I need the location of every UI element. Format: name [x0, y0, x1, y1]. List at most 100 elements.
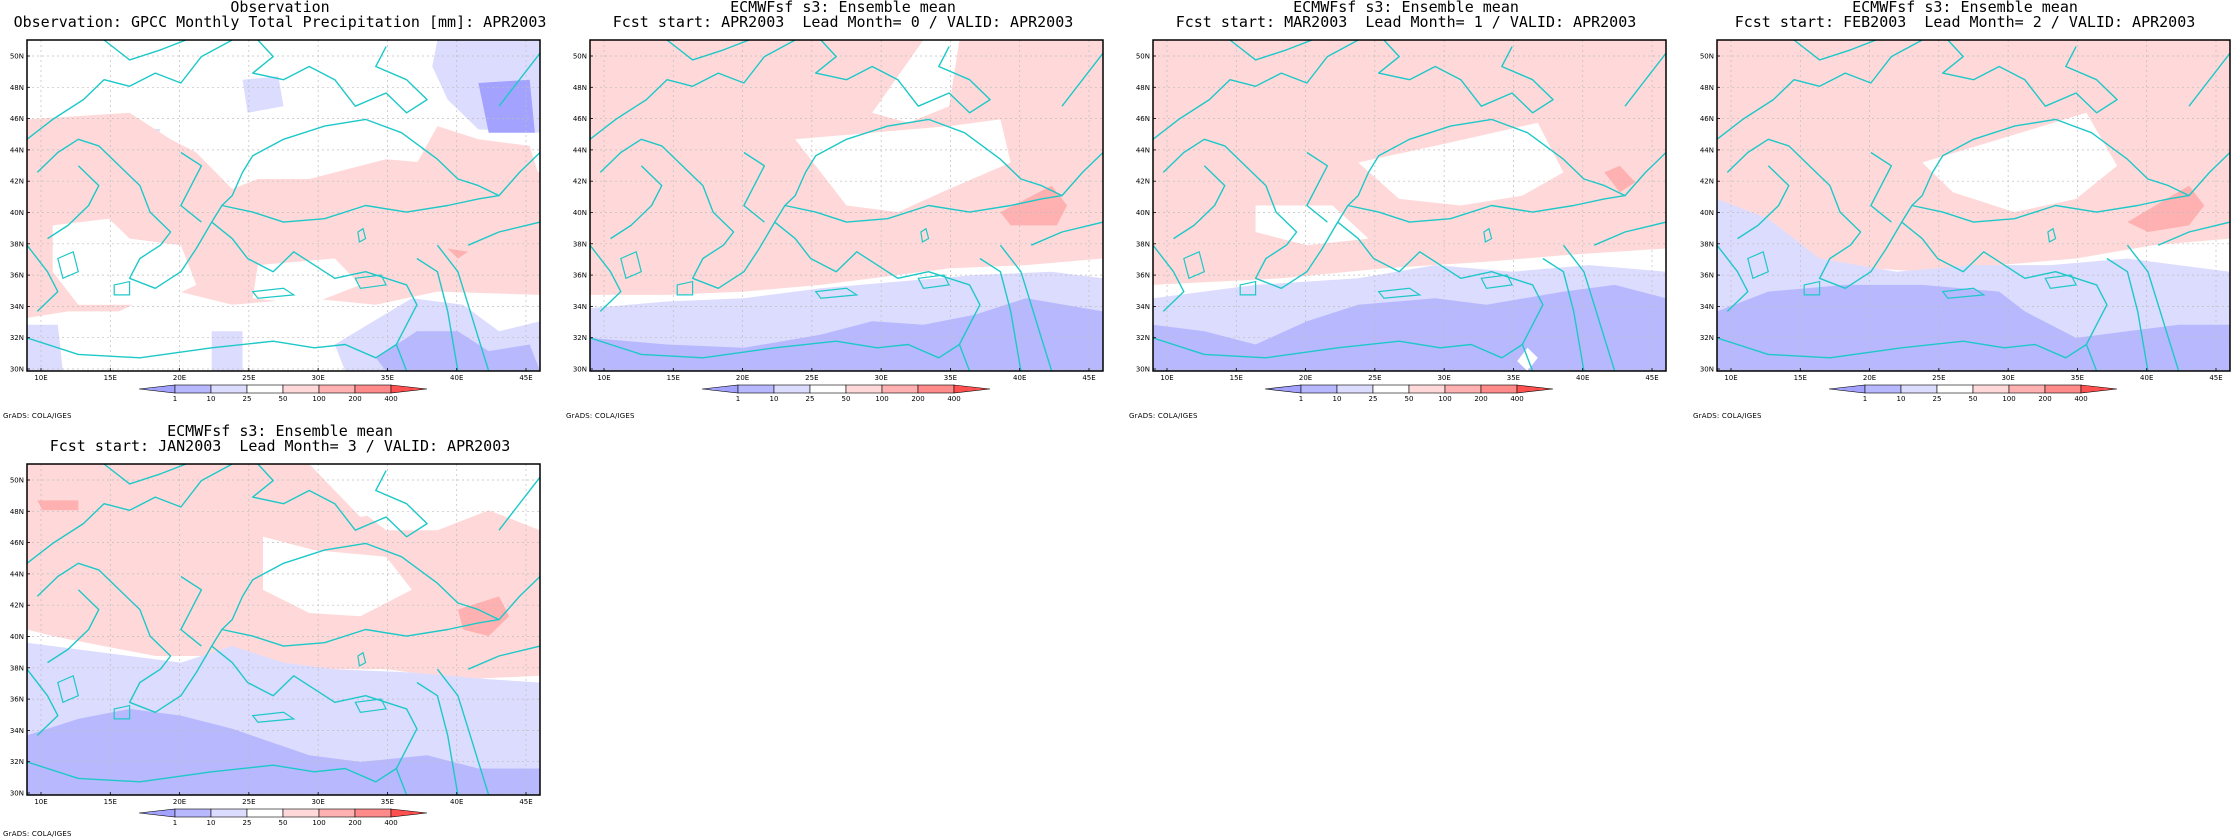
shading-layer [27, 464, 540, 795]
coastline-layer [590, 40, 1103, 371]
shade-region-dry_mid [27, 708, 540, 795]
island-outline [1941, 287, 1986, 299]
coastline [27, 337, 397, 359]
lon-tick-label: 35E [1507, 374, 1520, 382]
lat-tick-label: 34N [1700, 303, 1714, 311]
coastline [1737, 165, 1790, 240]
lat-tick-label: 40N [10, 209, 24, 217]
colorbar-segment [845, 384, 883, 394]
map-frame [26, 39, 541, 372]
shade-region-wet_mid [1000, 185, 1068, 226]
colorbar-segment [210, 808, 248, 818]
coastline [221, 194, 500, 223]
coastline [467, 221, 540, 246]
panel-subtitle: Fcst start: FEB2003 Lead Month= 2 / VALI… [1734, 13, 2196, 31]
colorbar-label: 100 [312, 819, 325, 827]
grid-layer [590, 40, 1103, 371]
lat-tick-label: 44N [1136, 146, 1150, 154]
colorbar-label: 400 [384, 395, 397, 403]
map-panel-observation: Observation Observation: GPCC Monthly To… [0, 0, 560, 425]
colorbar-segment [737, 384, 775, 394]
lat-tick-label: 40N [1700, 209, 1714, 217]
panel-title: ECMWFsf s3: Ensemble mean [1852, 0, 2078, 16]
lat-tick-label: 30N [10, 790, 24, 798]
lat-tick-label: 36N [1136, 272, 1150, 280]
shade-region-neutral [872, 40, 960, 123]
colorbar-label: 100 [2002, 395, 2015, 403]
coastline [814, 40, 991, 114]
colorbar-label: 1 [173, 395, 177, 403]
coastline [36, 542, 540, 713]
island-outline [1803, 280, 1821, 296]
shade-region-dry_light [211, 331, 243, 371]
colorbar-segment [354, 808, 392, 818]
colorbar-segment [1264, 384, 1302, 394]
lat-tick-label: 36N [573, 272, 587, 280]
colorbar-label: 400 [947, 395, 960, 403]
lat-tick-label: 46N [10, 539, 24, 547]
lat-tick-label: 34N [1136, 303, 1150, 311]
coastline [251, 464, 428, 538]
lon-tick-label: 40E [2140, 374, 2153, 382]
coastline-layer [27, 40, 540, 371]
island-outline [354, 274, 388, 289]
coastline [590, 337, 960, 359]
lat-tick-label: 40N [10, 633, 24, 641]
colorbar-label: 10 [1897, 395, 1906, 403]
coastline [47, 589, 100, 664]
coastline [1153, 244, 1185, 312]
lat-tick-label: 44N [10, 570, 24, 578]
shade-region-dry_mid [375, 331, 540, 371]
coastline [103, 464, 187, 485]
colorbar-segment [1828, 384, 1866, 394]
shading-layer [1153, 40, 1666, 371]
island-outline [1747, 250, 1770, 280]
island-outline [917, 274, 951, 289]
colorbar-label: 200 [348, 395, 361, 403]
shade-region-dry_mid [1153, 284, 1666, 371]
coastline [1717, 40, 1923, 140]
lat-tick-label: 38N [573, 240, 587, 248]
coastline-layer [27, 464, 540, 795]
shade-region-dry_mid [1717, 284, 2230, 371]
lon-tick-label: 10E [1724, 374, 1737, 382]
coastline [416, 257, 459, 371]
island-outline [1239, 280, 1257, 296]
lat-tick-label: 50N [10, 477, 24, 485]
colorbar-segment [318, 808, 356, 818]
lat-tick-label: 38N [10, 664, 24, 672]
coastline [999, 244, 1053, 371]
colorbar-segment [282, 808, 320, 818]
lon-tick-label: 20E [173, 374, 186, 382]
coastline [1624, 52, 1666, 107]
coastline [1229, 40, 1313, 61]
island-outline [57, 674, 80, 704]
lat-tick-label: 46N [573, 115, 587, 123]
coastline [1562, 244, 1616, 371]
colorbar-label: 50 [1969, 395, 1978, 403]
colorbar-label: 400 [384, 819, 397, 827]
island-outline [113, 280, 131, 296]
lon-tick-label: 10E [34, 374, 47, 382]
shade-region-neutral [1922, 112, 2118, 213]
coastline [1030, 221, 1103, 246]
coastline [27, 464, 233, 564]
lon-tick-label: 40E [450, 374, 463, 382]
coastline [1870, 151, 1893, 223]
coastline [2106, 257, 2149, 371]
panel-title: ECMWFsf s3: Ensemble mean [167, 422, 393, 440]
lat-tick-label: 48N [10, 508, 24, 516]
colorbar-segment [390, 384, 428, 394]
shade-region-neutral [1255, 205, 1369, 246]
shading-layer [27, 40, 540, 371]
colorbar-segment [1444, 384, 1482, 394]
coastline [1061, 52, 1103, 107]
island-outline [676, 280, 694, 296]
shade-region-wet_light [129, 126, 540, 249]
colorbar-label: 25 [243, 395, 252, 403]
lat-tick-label: 42N [1136, 178, 1150, 186]
colorbar-segment [138, 384, 176, 394]
coastline [27, 244, 59, 312]
colorbar-label: 10 [1333, 395, 1342, 403]
lon-tick-label: 25E [1932, 374, 1945, 382]
